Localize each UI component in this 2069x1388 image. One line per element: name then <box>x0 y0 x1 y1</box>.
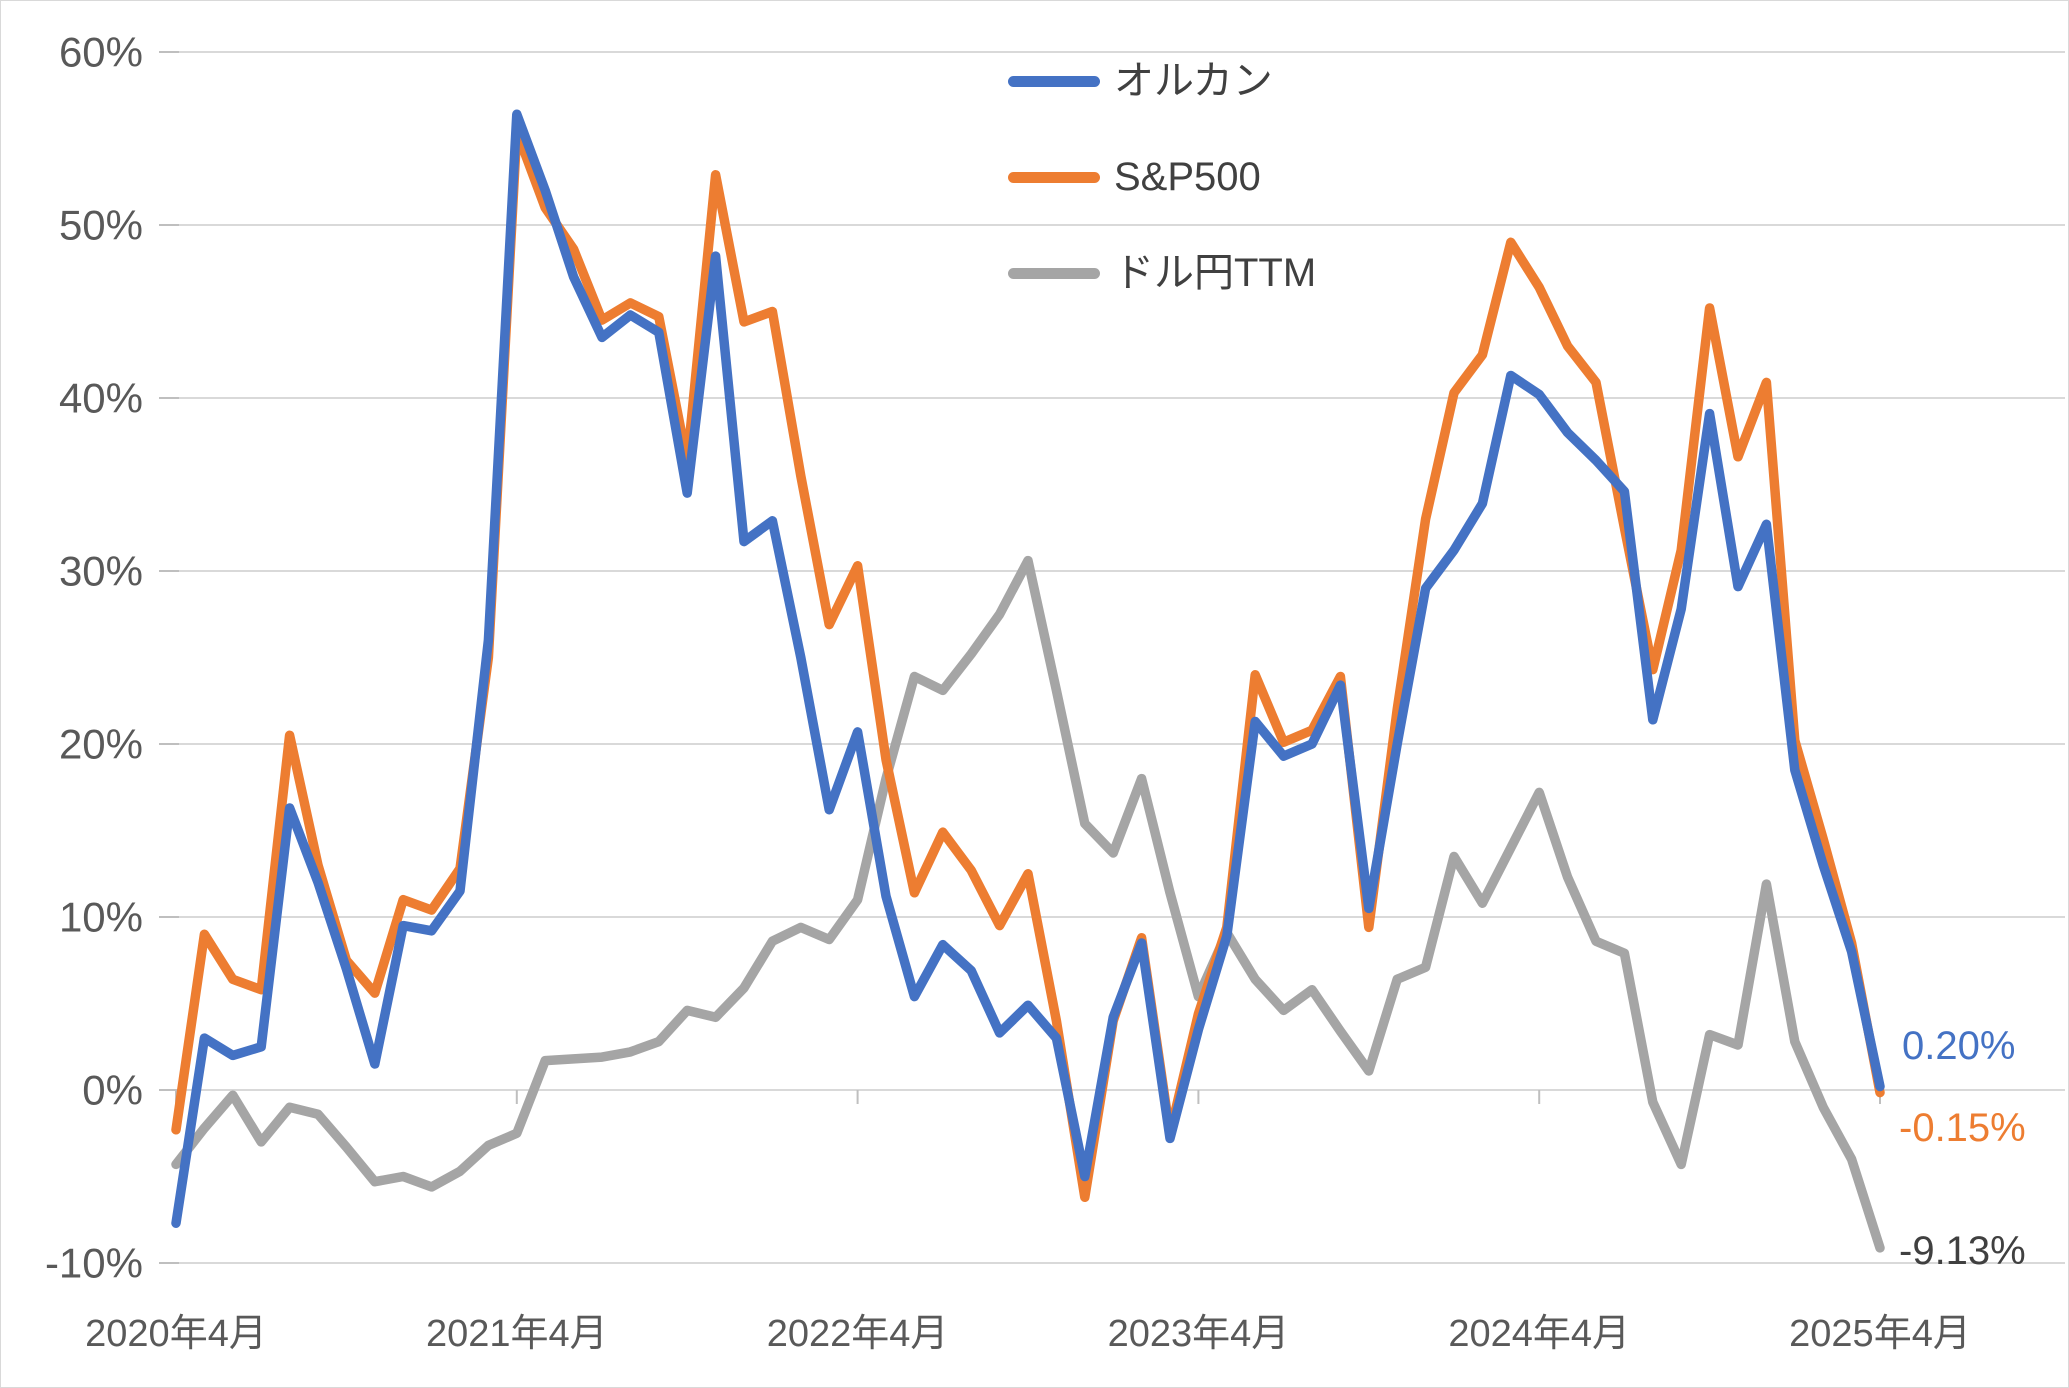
y-axis-label: 10% <box>59 894 143 941</box>
y-axis-label: -10% <box>45 1240 143 1287</box>
data-label-orukan-latest: 0.20% <box>1902 1024 2016 1068</box>
legend-swatch-sp500-icon <box>1008 171 1100 183</box>
legend-item-doruen-ttm: ドル円TTM <box>1008 253 1316 293</box>
legend-label-sp500: S&P500 <box>1114 155 1261 199</box>
legend-item-orukan: オルカン <box>1008 61 1316 101</box>
x-axis-label: 2025年4月 <box>1789 1313 1971 1355</box>
y-axis-label: 50% <box>59 202 143 249</box>
y-axis-label: 30% <box>59 548 143 595</box>
y-axis-label: 60% <box>59 29 143 76</box>
legend-label-orukan: オルカン <box>1114 59 1273 103</box>
legend-swatch-orukan-icon <box>1008 75 1100 87</box>
data-label-doruen-ttm-latest: -9.13% <box>1899 1229 2026 1273</box>
y-axis-label: 0% <box>82 1067 143 1114</box>
chart-legend: オルカン S&P500 ドル円TTM <box>1008 61 1316 293</box>
x-axis-label: 2020年4月 <box>85 1313 267 1355</box>
x-axis-label: 2022年4月 <box>767 1313 949 1355</box>
x-axis-label: 2024年4月 <box>1448 1313 1630 1355</box>
y-axis-label: 20% <box>59 721 143 768</box>
series-line-2 <box>171 555 1885 1253</box>
y-axis-label: 40% <box>59 375 143 422</box>
legend-item-sp500: S&P500 <box>1008 157 1316 197</box>
series-line-0 <box>171 109 1885 1228</box>
legend-swatch-doruen-ttm-icon <box>1008 267 1100 279</box>
x-axis-label: 2023年4月 <box>1108 1313 1290 1355</box>
data-label-sp500-latest: -0.15% <box>1899 1106 2026 1150</box>
x-axis-label: 2021年4月 <box>426 1313 608 1355</box>
legend-label-doruen-ttm: ドル円TTM <box>1114 251 1317 295</box>
